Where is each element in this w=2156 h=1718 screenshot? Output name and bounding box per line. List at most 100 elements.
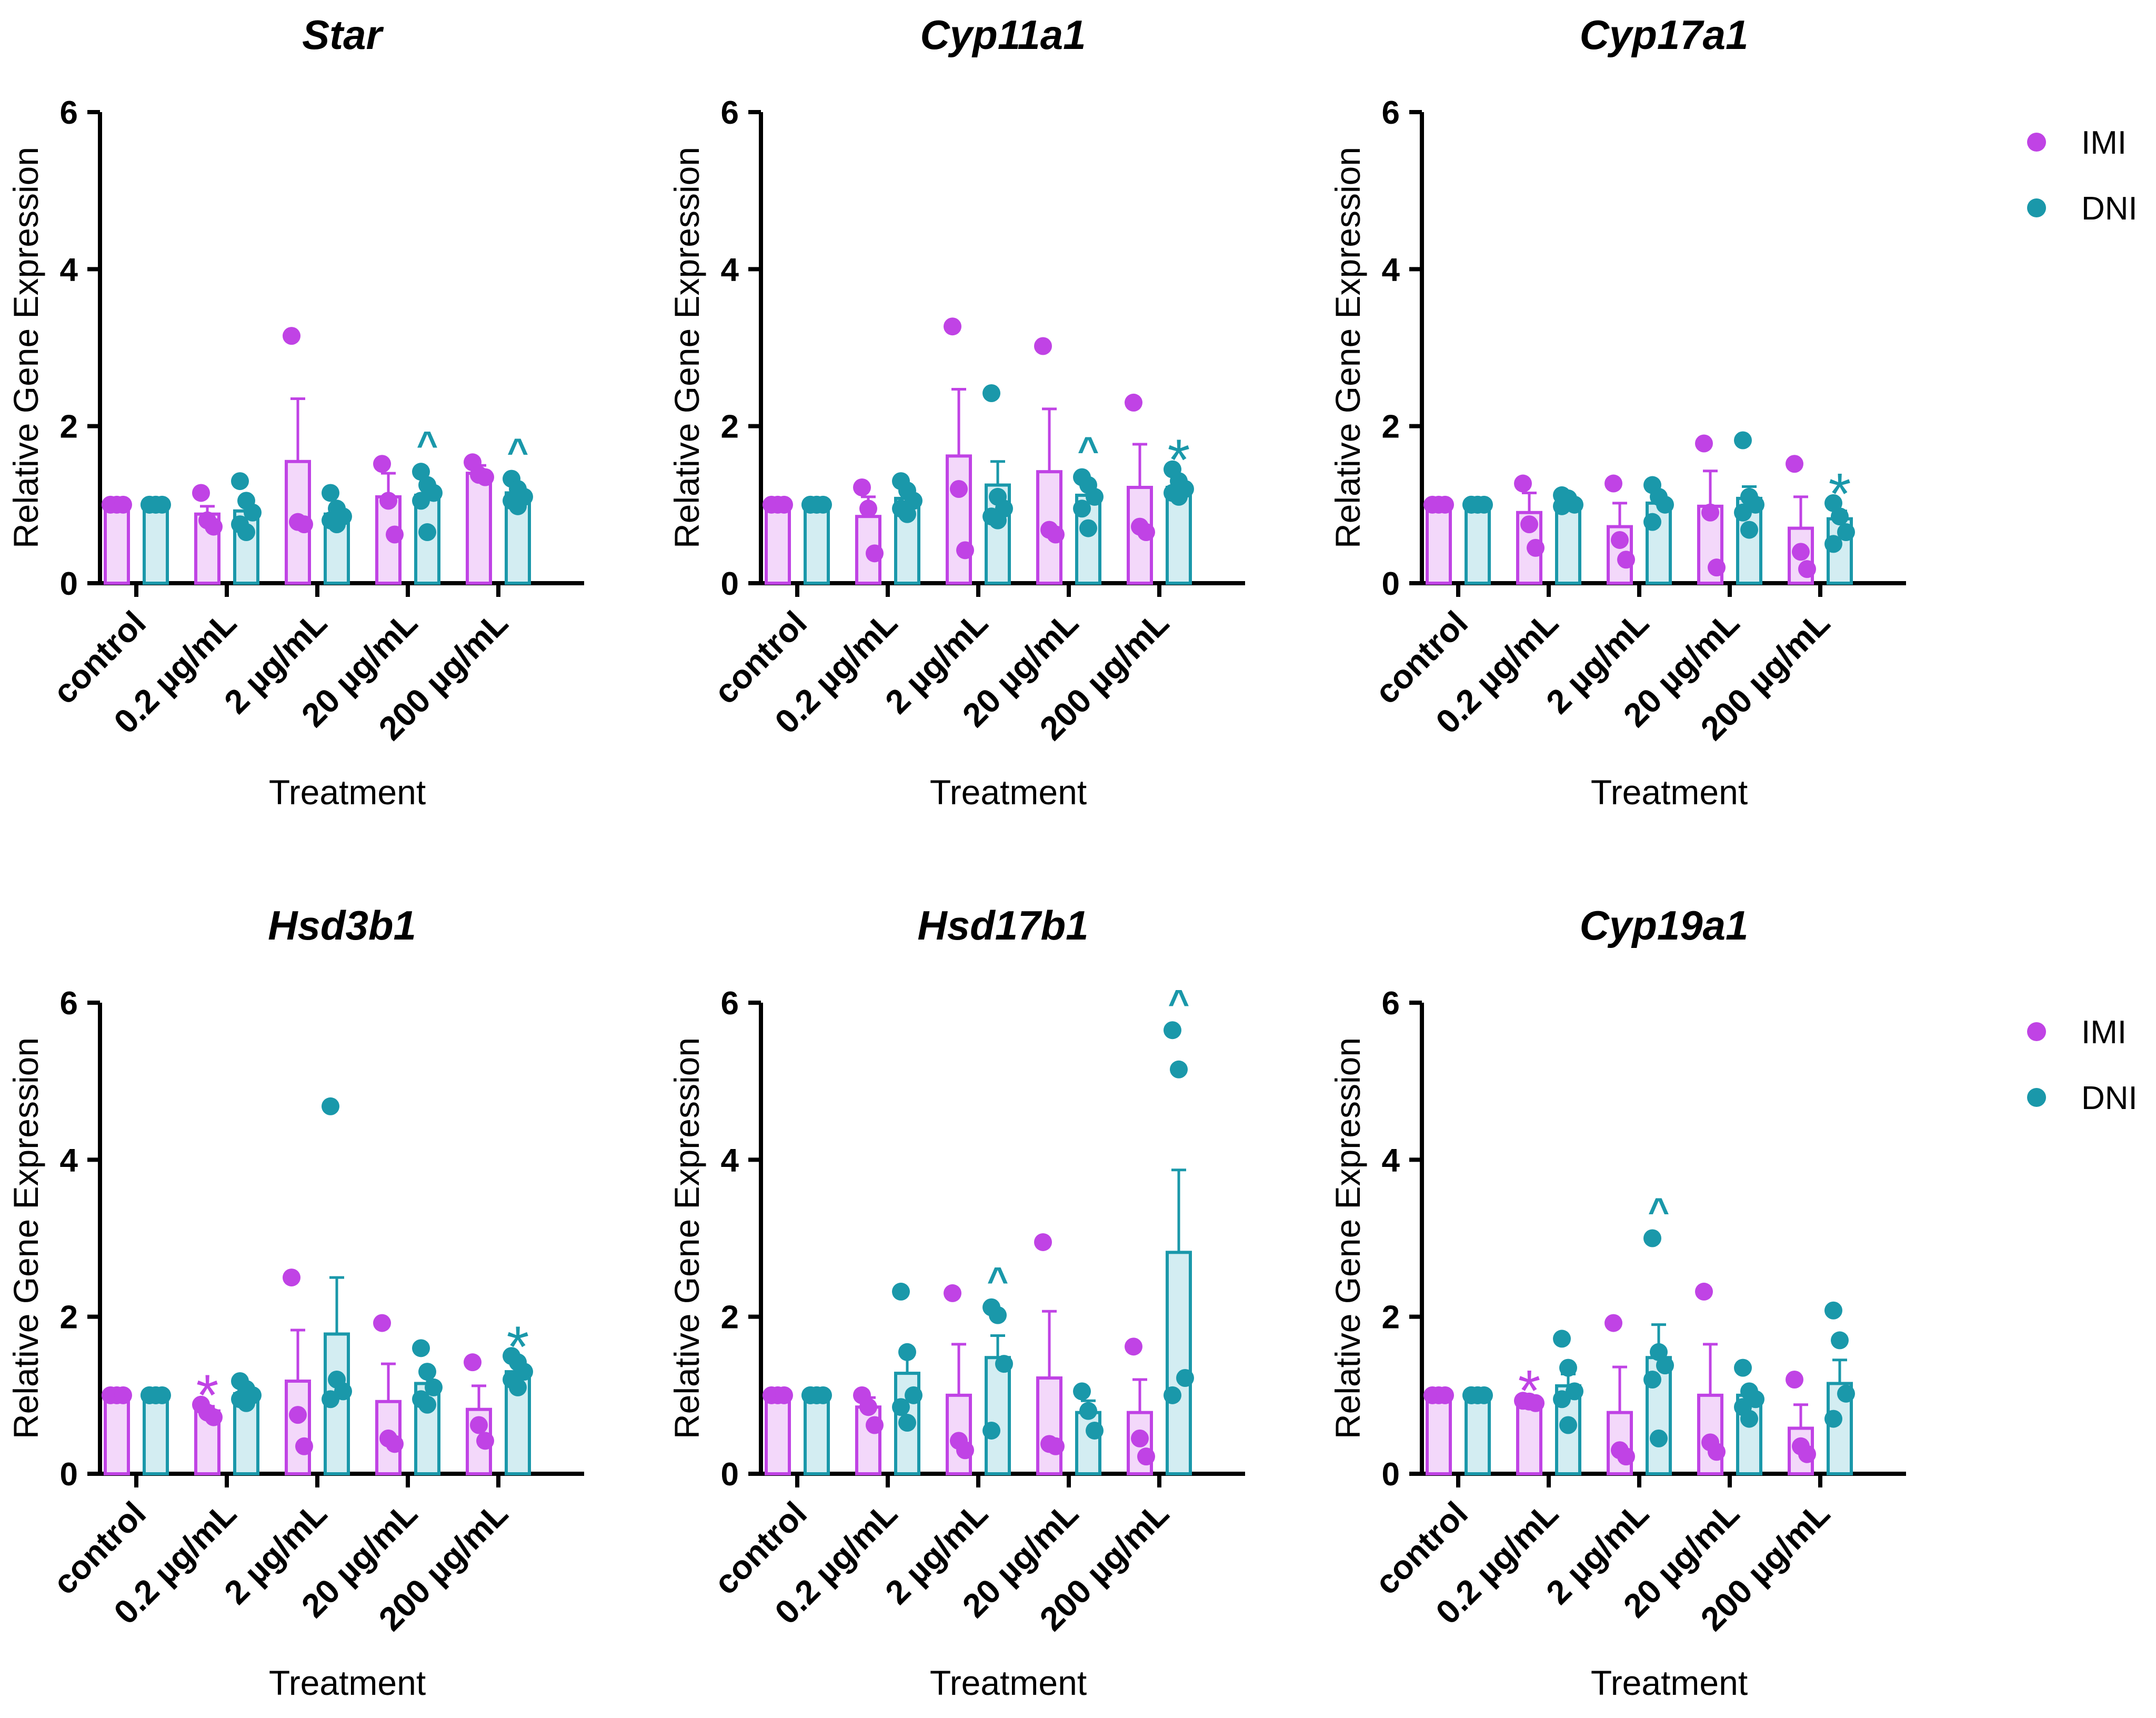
significance-marker: ^ — [417, 424, 438, 465]
data-point-dni — [808, 495, 826, 514]
data-point-dni — [1643, 1229, 1661, 1247]
legend-marker-dni — [2027, 198, 2046, 217]
bar-imi — [466, 472, 492, 585]
data-point-imi — [956, 541, 974, 560]
y-tick-label: 2 — [1382, 409, 1400, 445]
x-axis-title: Treatment — [930, 1663, 1087, 1702]
data-point-imi — [1617, 551, 1635, 569]
data-point-imi — [205, 1408, 223, 1426]
y-tick-label: 2 — [721, 409, 739, 445]
bar-imi — [1036, 1376, 1062, 1475]
y-tick-label: 2 — [721, 1300, 739, 1336]
data-point-dni — [1824, 1301, 1842, 1320]
data-point-imi — [283, 327, 300, 345]
x-axis-title: Treatment — [930, 773, 1087, 812]
chart-title: Cyp19a1 — [1580, 902, 1749, 948]
data-point-dni — [412, 463, 430, 481]
data-point-dni — [1170, 487, 1188, 506]
y-tick-label: 0 — [60, 1456, 78, 1493]
data-point-dni — [1831, 507, 1849, 526]
data-point-imi — [192, 484, 210, 502]
data-point-dni — [244, 503, 262, 522]
data-point-imi — [1047, 525, 1065, 544]
data-point-imi — [1617, 1447, 1635, 1466]
data-point-imi — [853, 478, 871, 497]
data-point-imi — [859, 1398, 877, 1416]
data-point-imi — [1137, 523, 1155, 542]
data-point-imi — [1708, 558, 1726, 577]
legend-2: IMI DNI — [2027, 1014, 2138, 1116]
bar-imi — [1426, 503, 1452, 585]
data-point-dni — [1734, 503, 1752, 522]
y-tick-label: 4 — [60, 252, 78, 288]
data-point-imi — [1436, 1386, 1454, 1404]
data-point-dni — [995, 1355, 1013, 1373]
bar-imi — [765, 503, 791, 585]
legend-label-dni: DNI — [2081, 191, 2138, 227]
bar-dni — [1075, 1411, 1101, 1475]
y-tick-label: 2 — [60, 409, 78, 445]
data-point-imi — [1137, 1447, 1155, 1466]
data-point-imi — [295, 1437, 313, 1455]
data-point-imi — [373, 455, 391, 473]
data-point-dni — [322, 1390, 339, 1409]
data-point-imi — [1605, 474, 1622, 493]
data-point-imi — [944, 1284, 961, 1302]
data-point-dni — [1824, 1410, 1842, 1428]
significance-marker: * — [196, 1363, 219, 1428]
data-point-dni — [1824, 535, 1842, 553]
data-point-dni — [418, 1395, 436, 1414]
data-point-dni — [892, 1398, 910, 1416]
data-point-imi — [205, 517, 223, 536]
legend-label-dni: DNI — [2081, 1080, 2138, 1116]
data-point-imi — [289, 1406, 307, 1424]
bar-imi — [946, 454, 972, 585]
data-point-imi — [373, 1314, 391, 1332]
data-point-dni — [898, 1414, 916, 1432]
data-point-dni — [322, 1097, 339, 1115]
data-point-dni — [412, 492, 430, 510]
data-point-imi — [386, 525, 404, 544]
x-axis-title: Treatment — [1591, 773, 1748, 812]
data-point-imi — [1436, 495, 1454, 514]
data-point-imi — [1786, 455, 1803, 473]
data-point-dni — [1553, 497, 1571, 515]
bar-imi — [285, 1379, 311, 1476]
significance-marker: ^ — [1648, 1191, 1670, 1232]
bar-dni — [143, 1393, 169, 1475]
legend-1: IMI DNI — [2027, 125, 2138, 227]
data-point-dni — [1086, 1421, 1104, 1440]
data-point-imi — [1605, 1314, 1622, 1332]
chart-title: Cyp11a1 — [920, 12, 1086, 58]
y-tick-label: 0 — [1382, 566, 1400, 602]
bar-imi — [1426, 1393, 1452, 1475]
data-point-dni — [1824, 494, 1842, 512]
data-point-imi — [379, 492, 397, 510]
data-point-imi — [1527, 1394, 1545, 1412]
bar-dni — [143, 503, 169, 585]
data-point-dni — [147, 495, 165, 514]
data-point-dni — [1740, 1410, 1758, 1428]
data-point-dni — [808, 1386, 826, 1404]
data-point-imi — [1125, 1337, 1142, 1356]
data-point-imi — [1792, 543, 1810, 561]
data-point-imi — [1047, 1437, 1065, 1455]
data-point-dni — [1073, 1382, 1091, 1401]
data-point-imi — [1695, 1282, 1713, 1301]
y-tick-label: 0 — [721, 1456, 739, 1493]
significance-marker: ^ — [1168, 982, 1190, 1023]
data-point-imi — [295, 515, 313, 534]
data-point-dni — [1837, 1384, 1855, 1403]
y-tick-label: 6 — [1382, 95, 1400, 131]
data-point-dni — [989, 1306, 1007, 1324]
legend-marker-imi — [2027, 1022, 2046, 1041]
bar-dni — [1465, 503, 1491, 585]
data-point-imi — [775, 495, 793, 514]
data-point-imi — [1798, 1445, 1816, 1463]
bar-imi — [104, 503, 130, 585]
